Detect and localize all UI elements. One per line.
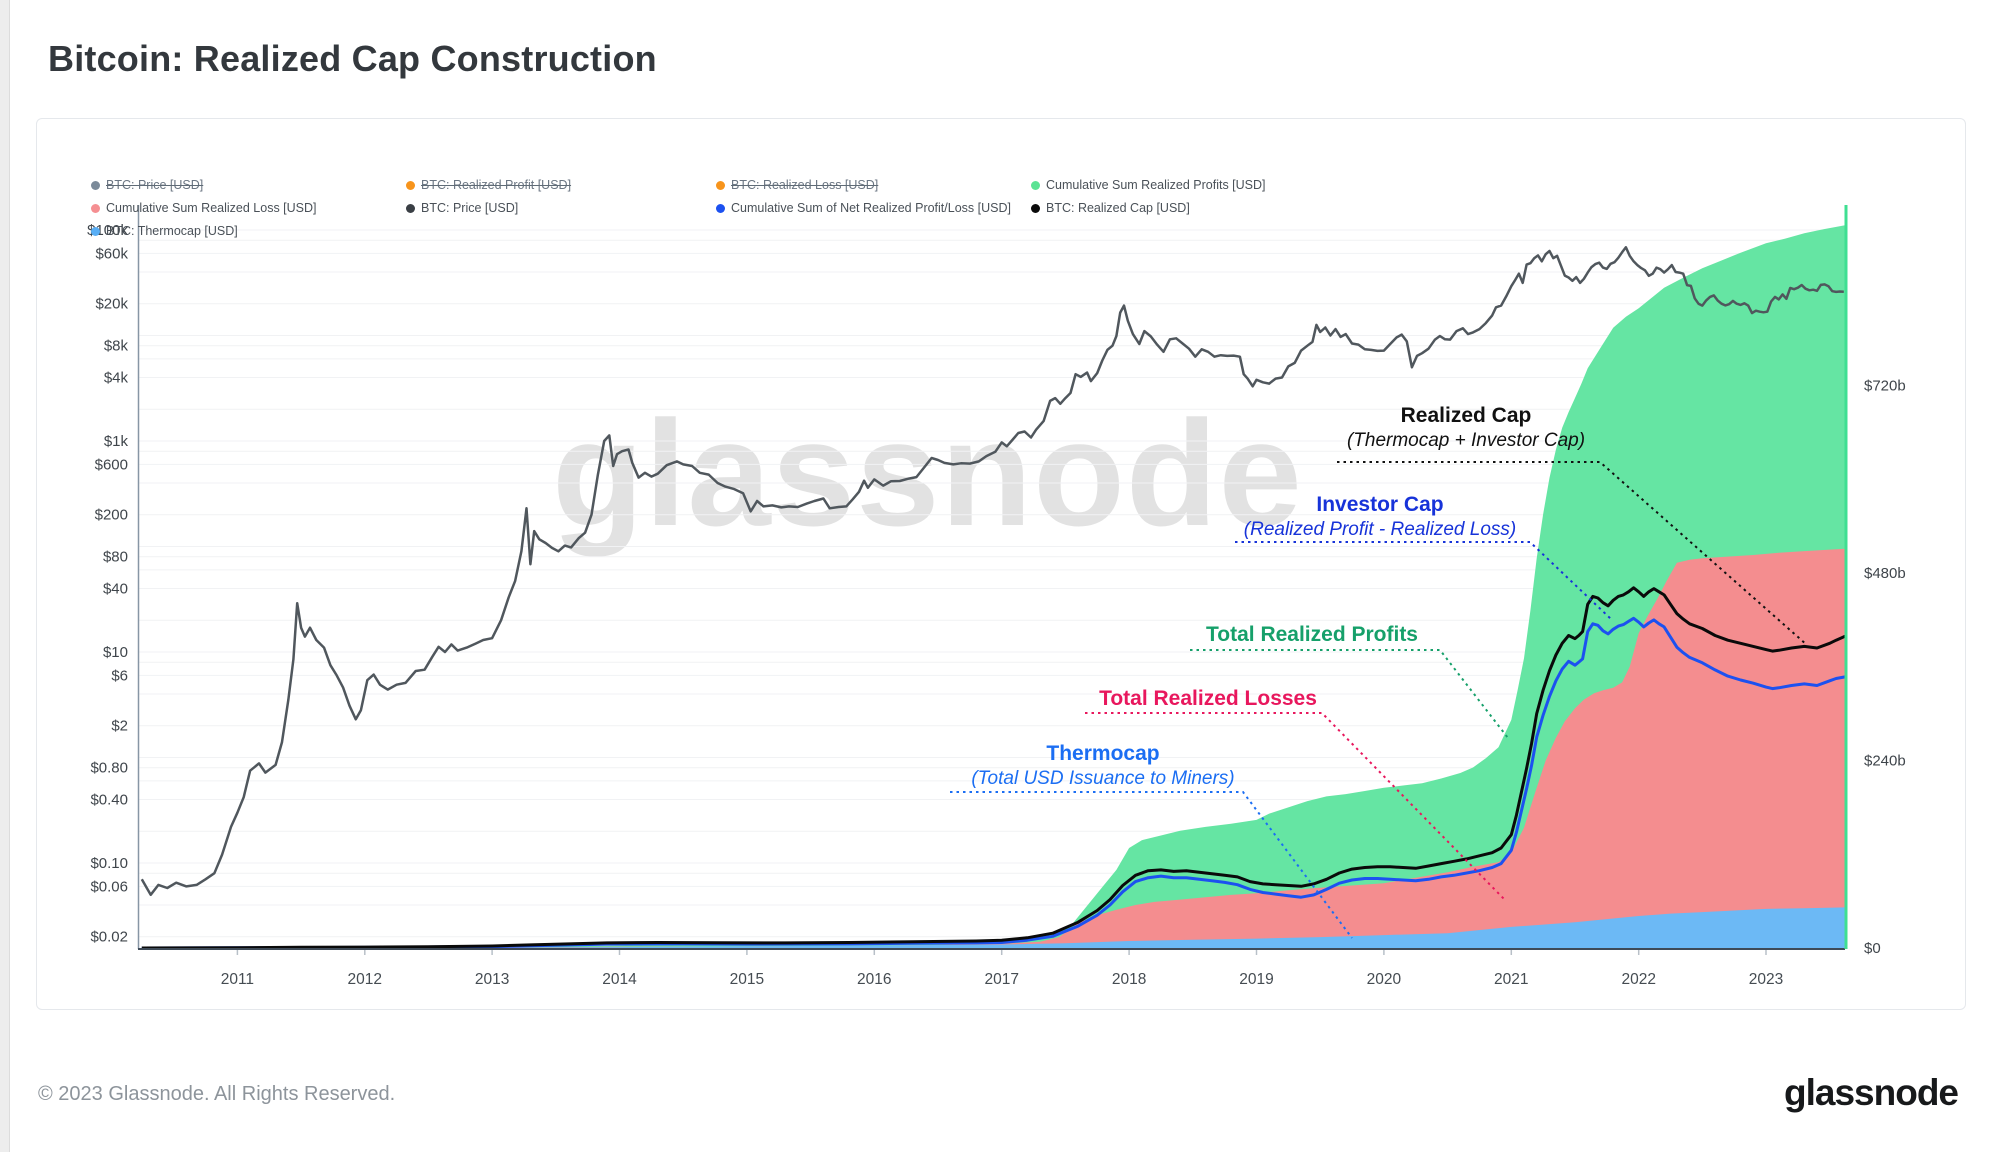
x-tick-label: 2021 [1494,971,1528,988]
y-left-tick-label: $10 [103,644,128,661]
x-tick-label: 2016 [857,971,891,988]
legend-label: Cumulative Sum Realized Loss [USD] [106,201,317,215]
legend-item[interactable]: BTC: Realized Loss [USD] [716,178,878,192]
loss-area-series [141,548,1845,948]
annotation-leader-losses [1085,712,1506,901]
x-tick-label: 2013 [475,971,509,988]
legend-label: BTC: Realized Profit [USD] [421,178,572,192]
legend-item[interactable]: BTC: Price [USD] [91,178,203,192]
legend-label: BTC: Realized Cap [USD] [1046,201,1190,215]
legend-item[interactable]: Cumulative Sum Realized Profits [USD] [1031,178,1266,192]
legend-dot-icon [1031,180,1040,190]
annotation-subtitle: (Realized Profit - Realized Loss) [1243,518,1517,540]
x-tick-label: 2014 [602,971,637,988]
price-line-series [140,246,1844,897]
y-right-tick-label: $240b [1864,753,1906,770]
copyright-text: © 2023 Glassnode. All Rights Reserved. [38,1083,396,1105]
brand-wordmark: glassnode [1784,1072,1959,1113]
x-tick-label: 2019 [1239,971,1273,988]
legend-dot-icon [406,203,415,213]
legend-dot-icon [91,226,100,236]
y-left-tick-label: $40 [103,581,128,598]
y-left-tick-label: $4k [104,370,129,387]
legend-dot-icon [716,203,725,213]
legend-dot-icon [406,180,415,190]
legend-dot-icon [91,180,100,190]
y-left-tick-label: $60k [95,245,128,262]
annotation-title: Realized Cap [1400,404,1532,427]
x-tick-label: 2012 [348,971,382,988]
x-tick-label: 2018 [1112,971,1146,988]
annotation-title: Thermocap [1046,742,1160,765]
annotation-title: Total Realized Profits [1206,623,1418,646]
y-left-tick-label: $20k [95,296,128,313]
page-title: Bitcoin: Realized Cap Construction [48,38,657,79]
x-tick-label: 2011 [221,971,254,988]
legend-item[interactable]: Cumulative Sum Realized Loss [USD] [91,201,317,215]
y-left-tick-label: $0.10 [90,855,128,872]
y-left-tick-label: $6 [111,667,128,684]
legend-label: BTC: Realized Loss [USD] [731,178,879,192]
y-right-tick-label: $0 [1864,940,1881,957]
x-tick-label: 2020 [1367,971,1402,988]
y-left-tick-label: $0.40 [90,792,128,809]
y-left-tick-label: $8k [104,338,129,355]
annotation-thermocap: Thermocap (Total USD Issuance to Miners) [971,741,1234,790]
annotation-subtitle: (Thermocap + Investor Cap) [1346,429,1586,451]
legend-item[interactable]: BTC: Realized Profit [USD] [406,178,571,192]
legend-label: BTC: Thermocap [USD] [106,224,238,238]
window-edge [0,0,10,1152]
x-tick-label: 2022 [1621,971,1655,988]
legend-label: Cumulative Sum Realized Profits [USD] [1046,178,1266,192]
legend-item[interactable]: Cumulative Sum of Net Realized Profit/Lo… [716,201,1011,215]
legend-item[interactable]: BTC: Price [USD] [406,201,518,215]
legend-label: BTC: Price [USD] [106,178,204,192]
legend-item[interactable]: BTC: Thermocap [USD] [91,224,238,238]
realized-cap-line-series [141,586,1846,950]
glassnode-watermark: glassnode [552,389,1303,557]
y-left-tick-label: $0.80 [90,760,128,777]
annotation-leader-investor-cap [1235,541,1613,621]
annotation-investor-cap: Investor Cap (Realized Profit - Realized… [1244,492,1516,541]
y-left-tick-label: $0.02 [90,929,128,946]
y-left-tick-label: $0.06 [90,878,128,895]
annotation-title: Investor Cap [1316,493,1444,516]
legend-item[interactable]: BTC: Realized Cap [USD] [1031,201,1190,215]
chart-legend: BTC: Price [USD] BTC: Realized Profit [US… [0,0,2000,260]
legend-dot-icon [716,180,725,190]
annotation-subtitle: (Total USD Issuance to Miners) [971,767,1235,789]
x-tick-label: 2015 [730,971,764,988]
legend-label: Cumulative Sum of Net Realized Profit/Lo… [731,201,1011,215]
legend-dot-icon [91,203,100,213]
annotation-leader-thermocap [950,791,1353,939]
annotation-realized-cap: Realized Cap (Thermocap + Investor Cap) [1347,403,1585,452]
y-left-tick-label: $2 [111,718,128,735]
net-realized-line-series [141,616,1846,950]
y-left-tick-label: $80 [103,549,128,566]
x-tick-label: 2023 [1749,971,1783,988]
legend-dot-icon [1031,203,1040,213]
annotation-total-realized-profits: Total Realized Profits [1206,622,1418,648]
legend-label: BTC: Price [USD] [421,201,519,215]
thermocap-area-series [141,907,1845,948]
y-right-tick-label: $480b [1864,565,1906,582]
y-left-tick-label: $600 [95,456,128,473]
annotation-title: Total Realized Losses [1099,687,1317,710]
y-right-tick-label: $720b [1864,378,1906,395]
y-left-tick-label: $200 [95,507,128,524]
y-left-tick-label: $1k [104,433,129,450]
annotation-total-realized-losses: Total Realized Losses [1099,686,1317,712]
x-tick-label: 2017 [984,971,1018,988]
